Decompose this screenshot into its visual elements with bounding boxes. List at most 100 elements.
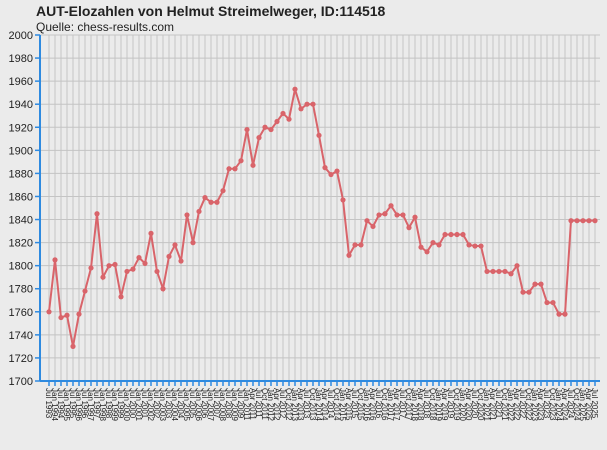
- data-point: [496, 268, 502, 275]
- data-point: [58, 314, 64, 321]
- x-tick-label: Jan 2016: [362, 388, 371, 421]
- x-tick-label: Jul 2024: [566, 388, 575, 419]
- x-tick-label: Apr 2018: [416, 388, 425, 421]
- x-tick-label: Jan 2000: [122, 388, 131, 421]
- data-point: [508, 271, 514, 277]
- data-point: [304, 101, 310, 107]
- y-tick-label: 1840: [9, 215, 33, 227]
- x-tick-label: Jul 2002: [152, 388, 161, 419]
- x-tick-label: Jul 2018: [422, 388, 431, 419]
- x-tick-label: Jan 2015: [338, 388, 347, 421]
- x-tick-label: Jul 1996: [80, 388, 89, 419]
- x-tick-label: Jan 2018: [410, 388, 419, 421]
- data-point: [136, 254, 142, 261]
- x-tick-label: Jan 2021: [482, 388, 491, 421]
- x-tick-label: Jul 2020: [470, 388, 479, 419]
- data-point: [478, 243, 484, 249]
- data-point: [526, 289, 532, 295]
- data-point: [532, 281, 538, 287]
- y-tick-label: 1880: [9, 168, 33, 180]
- y-tick-label: 1780: [9, 284, 33, 296]
- x-tick-label: Jan 2007: [206, 388, 215, 421]
- data-point: [490, 268, 496, 275]
- data-point: [556, 311, 562, 317]
- data-point: [94, 211, 100, 217]
- x-tick-label: Apr 2012: [272, 388, 281, 421]
- x-tick-label: Jan 2009: [230, 388, 239, 421]
- data-point: [208, 199, 214, 205]
- data-point: [382, 211, 388, 217]
- x-tick-label: Apr 2022: [512, 388, 521, 421]
- data-point: [394, 212, 400, 218]
- x-tick-label: Jul 1994: [56, 388, 65, 419]
- data-point: [400, 212, 406, 218]
- data-point: [268, 126, 274, 133]
- data-point: [502, 268, 508, 275]
- data-point: [562, 311, 568, 317]
- data-point: [466, 242, 472, 248]
- x-tick-label: Jul 2007: [212, 388, 221, 419]
- x-tick-label: Oct 2011: [260, 388, 269, 420]
- x-tick-label: Jan 2006: [194, 388, 203, 421]
- y-tick-label: 1940: [9, 99, 33, 111]
- data-point: [76, 311, 82, 317]
- data-point: [352, 242, 358, 248]
- x-tick-label: Jan 2022: [506, 388, 515, 421]
- data-point: [568, 218, 574, 224]
- x-tick-label: Apr 2017: [392, 388, 401, 421]
- data-point: [274, 118, 280, 125]
- x-tick-label: Jul 2000: [128, 388, 137, 419]
- data-point: [412, 214, 418, 220]
- x-tick-label: Jul 2009: [236, 388, 245, 419]
- x-tick-label: Jan 2011: [242, 388, 251, 421]
- x-tick-label: Oct 2012: [284, 388, 293, 421]
- x-tick-label: Apr 2025: [584, 388, 593, 421]
- data-point: [130, 266, 136, 272]
- x-tick-label: Jul 2022: [518, 388, 527, 419]
- x-tick-label: Jan 2019: [434, 388, 443, 421]
- data-point: [550, 299, 556, 306]
- data-point: [544, 299, 550, 306]
- data-point: [316, 132, 322, 138]
- data-point: [520, 289, 526, 295]
- data-point: [106, 263, 112, 269]
- x-tick-label: Jan 2001: [134, 388, 143, 421]
- x-tick-label: Oct 2022: [524, 388, 533, 421]
- y-tick-label: 1980: [9, 53, 33, 65]
- y-tick-label: 1860: [9, 191, 33, 203]
- x-tick-label: Apr 2020: [464, 388, 473, 421]
- data-point: [436, 242, 442, 248]
- x-tick-label: Jan 2008: [218, 388, 227, 421]
- data-point: [142, 260, 148, 266]
- x-tick-label: Jan 2014: [314, 388, 323, 421]
- data-point: [580, 218, 586, 224]
- data-point: [472, 243, 478, 249]
- x-tick-label: Jul 2011: [254, 388, 263, 418]
- x-tick-label: Jan 1995: [62, 388, 71, 421]
- y-tick-label: 1760: [9, 307, 33, 319]
- data-point: [184, 212, 190, 218]
- chart-title: AUT-Elozahlen von Helmut Streimelweger, …: [36, 3, 386, 19]
- data-point: [244, 126, 250, 133]
- data-point: [424, 249, 430, 255]
- data-point: [406, 225, 412, 231]
- x-tick-label: Oct 2016: [380, 388, 389, 421]
- y-tick-label: 1740: [9, 330, 33, 342]
- data-point: [46, 309, 52, 315]
- x-tick-label: Oct 2013: [308, 388, 317, 421]
- data-point: [454, 231, 460, 238]
- x-tick-label: Jul 2003: [164, 388, 173, 419]
- x-tick-label: Jul 2001: [140, 388, 149, 419]
- data-point: [64, 312, 70, 318]
- x-tick-label: Jan 1996: [74, 388, 83, 421]
- data-point: [586, 218, 592, 224]
- data-point: [340, 197, 346, 203]
- data-point: [346, 252, 352, 258]
- data-point: [280, 110, 286, 117]
- x-tick-label: Jan 2013: [290, 388, 299, 421]
- y-tick-label: 1700: [9, 376, 33, 388]
- data-point: [514, 263, 520, 269]
- data-point: [220, 188, 226, 194]
- data-point: [232, 166, 238, 172]
- x-tick-label: Jul 2025: [590, 388, 599, 419]
